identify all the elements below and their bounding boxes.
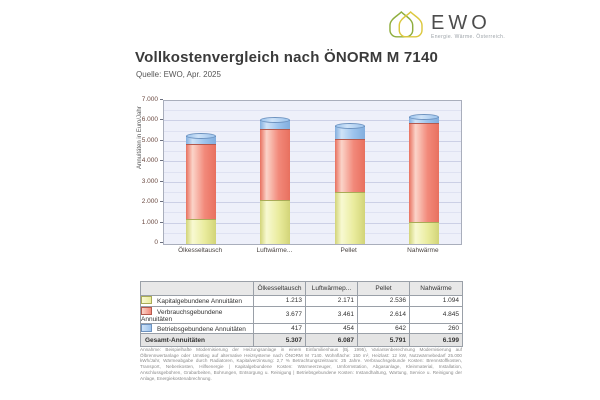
gridline (164, 181, 461, 183)
gridline (164, 171, 461, 173)
table-row: Betriebsgebundene Annuitäten 417 454 642… (140, 322, 463, 334)
logo-tagline: Energie. Wärme. Österreich. (431, 34, 506, 40)
cell-value: 642 (357, 322, 410, 334)
total-row-label: Gesamt-Annuitäten (140, 333, 254, 347)
y-tick-mark (160, 180, 163, 182)
cell-value: 3.677 (253, 305, 306, 324)
y-tick-label: 7.000 (141, 96, 158, 103)
logo-wordmark: EWO (431, 12, 491, 34)
bar-top-cap (260, 116, 291, 123)
y-tick-label: 1.000 (141, 218, 158, 226)
gridline (164, 151, 461, 153)
y-tick-label: 0 (154, 239, 158, 246)
legend-swatch-verbrauch (141, 306, 152, 315)
gridline (164, 161, 461, 163)
plot-area (163, 100, 462, 245)
row-label: Betriebsgebundene Annuitäten (157, 325, 246, 333)
gridline (164, 222, 461, 224)
ewo-logo: EWO Energie. Wärme. Österreich. (388, 11, 505, 42)
table-row: Verbrauchsgebundene Annuitäten 3.677 3.4… (140, 305, 463, 324)
cell-value: 454 (305, 322, 358, 334)
y-tick-label: 2.000 (141, 198, 158, 206)
y-tick-label: 6.000 (141, 116, 158, 124)
bar-segment (186, 219, 217, 244)
x-category-label: Luftwärme... (256, 247, 293, 254)
bar-top-cap (408, 114, 439, 121)
table-row: Kapitalgebundene Annuitäten 1.213 2.171 … (140, 295, 463, 307)
col-header-luftwaermepumpe: Luftwärmep... (305, 281, 358, 296)
bar-top-cap (186, 132, 217, 139)
total-value: 5.307 (253, 333, 306, 347)
col-header-nahwaerme: Nahwärme (409, 281, 463, 296)
bar-segment (334, 192, 365, 244)
bar-segment (408, 122, 439, 222)
x-axis-labels: Ölkesseltausch Luftwärme... Pellet Nahwärme (163, 247, 460, 257)
bar-2 (238, 101, 312, 244)
gridline (164, 212, 461, 214)
x-category-label: Pellet (340, 247, 357, 254)
col-header-oelkesseltausch: Ölkesseltausch (253, 281, 306, 296)
table-header-row: Ölkesseltausch Luftwärmep... Pellet Nahw… (140, 281, 463, 296)
page-title: Vollkostenvergleich nach ÖNORM M 7140 (135, 49, 439, 66)
table-total-row: Gesamt-Annuitäten 5.307 6.087 5.791 6.19… (140, 333, 463, 347)
gridline (164, 232, 461, 234)
bar-segment (260, 199, 291, 244)
y-tick-label: 3.000 (141, 177, 158, 185)
y-tick-mark (160, 139, 163, 141)
gridline (164, 110, 461, 112)
y-tick-mark (160, 201, 163, 203)
bar-3 (313, 101, 387, 244)
x-category-label: Nahwärme (407, 247, 439, 254)
gridline (164, 140, 461, 142)
cell-value: 3.461 (305, 305, 358, 324)
gridline (164, 202, 461, 204)
assumptions-footnote: Annahme: Beispielhafte Modernisierung de… (140, 347, 462, 381)
y-tick-mark (160, 119, 163, 121)
bar-1 (164, 101, 238, 244)
y-tick-mark (160, 99, 163, 100)
annuity-table: Ölkesseltausch Luftwärmep... Pellet Nahw… (140, 281, 463, 347)
y-tick-mark (160, 160, 163, 162)
bar-4 (387, 101, 461, 244)
cell-value: 1.094 (409, 295, 463, 307)
y-tick-mark (160, 242, 163, 243)
stacked-bar-chart: Annuitäten in Euro/Jahr 0 1.000 2.000 3.000… (137, 96, 462, 260)
gridline (164, 191, 461, 193)
col-header-pellet: Pellet (357, 281, 410, 296)
bar-top-cap (334, 122, 365, 129)
cell-value: 260 (409, 322, 463, 334)
y-ticks: 0 1.000 2.000 3.000 4.000 5.000 6.000 7.000 (140, 96, 163, 246)
legend-swatch-kapital (141, 296, 152, 305)
legend-swatch-betrieb (141, 323, 152, 332)
row-label: Kapitalgebundene Annuitäten (157, 298, 242, 306)
y-tick-label: 4.000 (141, 157, 158, 165)
cell-value: 4.845 (409, 305, 463, 324)
y-tick-mark (160, 221, 163, 223)
gridline (164, 120, 461, 122)
bar-segment (260, 128, 291, 200)
source-caption: Quelle: EWO, Apr. 2025 (136, 70, 221, 79)
bar-segment (334, 138, 365, 193)
cell-value: 1.213 (253, 295, 306, 307)
cell-value: 2.536 (357, 295, 410, 307)
gridline (164, 130, 461, 132)
y-tick-label: 5.000 (141, 136, 158, 144)
row-label: Verbrauchsgebundene Annuitäten (141, 308, 223, 323)
ewo-flower-icon (388, 11, 425, 42)
col-header-blank (140, 281, 254, 296)
bar-segment (408, 221, 439, 244)
total-value: 5.791 (357, 333, 410, 347)
total-value: 6.087 (305, 333, 358, 347)
x-category-label: Ölkesseltausch (178, 247, 223, 254)
cell-value: 417 (253, 322, 306, 334)
cell-value: 2.614 (357, 305, 410, 324)
bar-segment (186, 144, 217, 220)
total-value: 6.199 (409, 333, 463, 347)
cell-value: 2.171 (305, 295, 358, 307)
